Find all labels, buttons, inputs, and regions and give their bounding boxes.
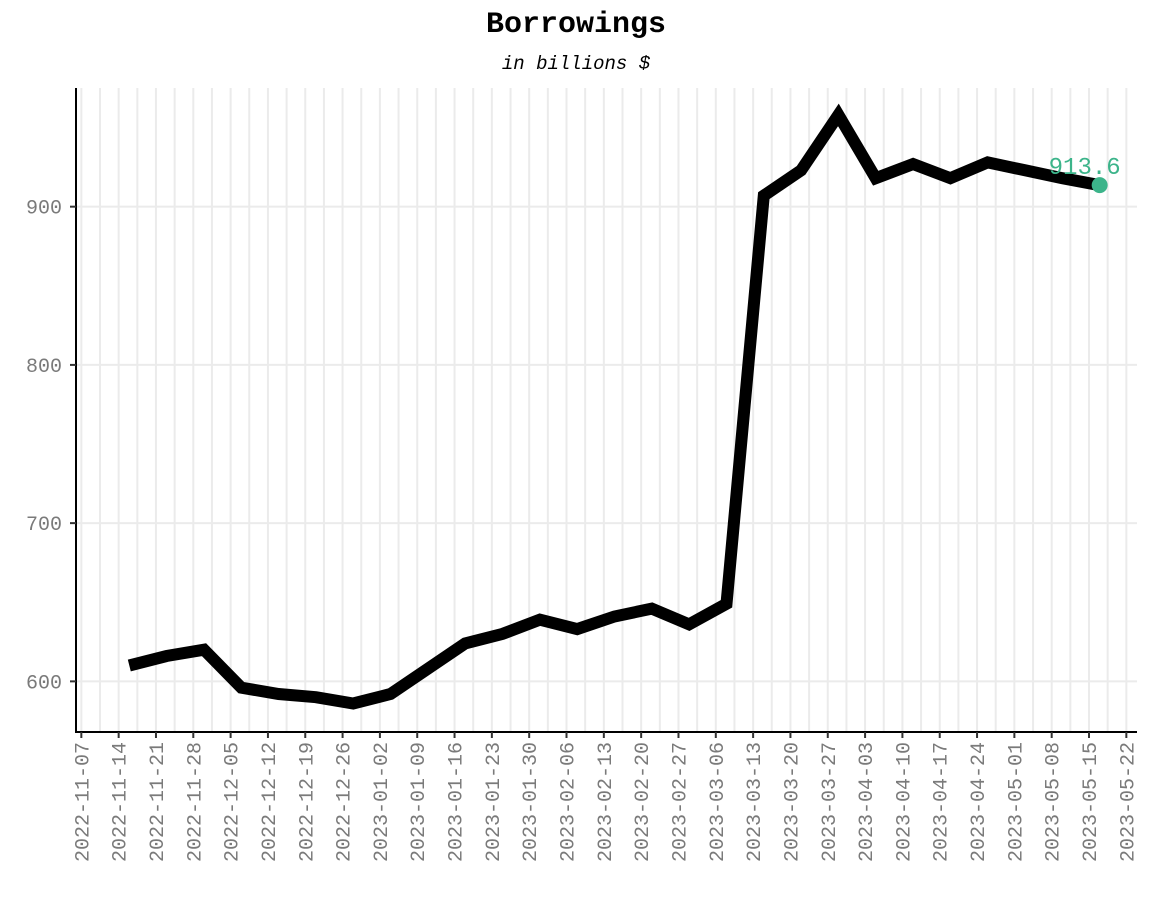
x-tick-label: 2023-05-01	[1005, 742, 1028, 862]
x-tick-label: 2023-02-27	[669, 742, 692, 862]
x-tick-label: 2023-05-08	[1043, 742, 1066, 862]
x-tick-label: 2023-02-20	[632, 742, 655, 862]
x-tick-label: 2023-03-13	[744, 742, 767, 862]
x-tick-label: 2023-02-13	[595, 742, 618, 862]
x-tick-label: 2023-03-06	[707, 742, 730, 862]
chart-title: Borrowings	[485, 8, 667, 42]
x-tick-label: 2023-02-06	[558, 742, 581, 862]
x-tick-label: 2022-11-28	[184, 742, 207, 862]
x-tick-label: 2022-12-26	[334, 742, 357, 862]
series: 913.6	[127, 103, 1121, 710]
y-tick-label: 800	[26, 356, 62, 379]
y-tick-label: 700	[26, 514, 62, 537]
series-line	[127, 103, 1101, 710]
y-tick-label: 600	[26, 672, 62, 695]
x-tick-label: 2022-12-05	[222, 742, 245, 862]
y-tick-label: 900	[26, 198, 62, 221]
x-tick-label: 2023-01-30	[520, 742, 543, 862]
x-tick-label: 2023-03-20	[781, 742, 804, 862]
x-tick-label: 2023-04-03	[856, 742, 879, 862]
x-tick-label: 2022-11-07	[72, 742, 95, 862]
x-tick-label: 2023-04-10	[893, 742, 916, 862]
x-tick-label: 2023-01-02	[371, 742, 394, 862]
x-tick-label: 2023-01-23	[483, 742, 506, 862]
tick-labels: 600 700 800 900 2022-11-07 2022-11-14 2022-11-…	[26, 198, 1140, 862]
x-tick-label: 2023-04-17	[931, 742, 954, 862]
x-tick-label: 2022-11-21	[147, 742, 170, 862]
last-value-label: 913.6	[1049, 155, 1121, 182]
axes	[70, 88, 1137, 738]
x-tick-label: 2022-12-12	[259, 742, 282, 862]
grid-lines	[76, 88, 1137, 732]
x-tick-label: 2022-11-14	[110, 742, 133, 862]
last-value-point	[1091, 177, 1108, 194]
x-tick-label: 2023-03-27	[819, 742, 842, 862]
x-tick-label: 2023-04-24	[968, 742, 991, 862]
x-tick-label: 2022-12-19	[296, 742, 319, 862]
x-tick-label: 2023-05-15	[1080, 742, 1103, 862]
x-tick-label: 2023-01-09	[408, 742, 431, 862]
x-tick-label: 2023-05-22	[1117, 742, 1140, 862]
chart-subtitle: in billions $	[501, 53, 651, 75]
x-tick-label: 2023-01-16	[446, 742, 469, 862]
